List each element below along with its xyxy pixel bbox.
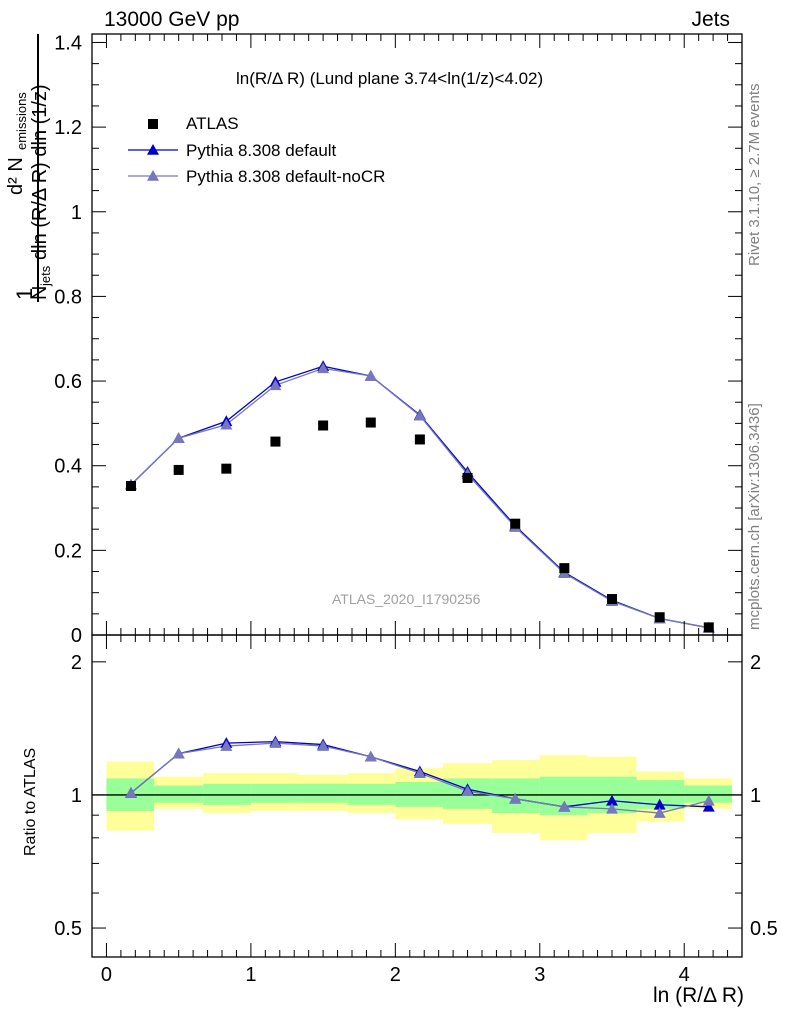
legend-markers bbox=[128, 119, 178, 181]
point-atlas bbox=[221, 463, 232, 474]
x-tick-label: 4 bbox=[679, 964, 690, 986]
point-pythia-nocr bbox=[269, 379, 282, 391]
x-axis-label: ln (R/Δ R) bbox=[652, 984, 744, 1007]
y-tick-label: 1.2 bbox=[54, 117, 82, 139]
ratio-point-pythia-nocr bbox=[125, 787, 137, 798]
point-atlas bbox=[365, 417, 376, 428]
main-plot-frame bbox=[91, 33, 743, 636]
uncertainty-band-inner bbox=[154, 785, 204, 803]
point-atlas bbox=[462, 472, 473, 483]
y-tick-label: 0.8 bbox=[54, 286, 82, 308]
ratio-point-pythia-default bbox=[653, 798, 666, 810]
point-atlas bbox=[126, 481, 136, 492]
x-tick-label: 3 bbox=[534, 964, 545, 986]
ratio-point-pythia-nocr bbox=[172, 747, 185, 759]
point-atlas bbox=[173, 464, 184, 475]
y-label-denominator-2: dln (R/Δ R) dln (1/z) bbox=[29, 84, 51, 260]
ratio-point-pythia-nocr bbox=[364, 750, 377, 762]
series-line-pythia-default bbox=[130, 365, 709, 629]
y-label-numerator-1: 1 bbox=[12, 288, 37, 300]
ratio-point-pythia-nocr bbox=[509, 792, 522, 804]
ratio-point-pythia-nocr bbox=[461, 785, 474, 796]
legend-label-pythia-default: Pythia 8.308 default bbox=[186, 141, 337, 160]
uncertainty-band-inner bbox=[684, 785, 732, 803]
uncertainty-band-inner bbox=[298, 783, 348, 803]
ratio-point-pythia-nocr bbox=[558, 800, 571, 812]
point-atlas bbox=[703, 622, 714, 633]
point-atlas bbox=[270, 436, 281, 447]
y-tick-label: 0.4 bbox=[54, 456, 82, 478]
ratio-y-tick-label-left: 0.5 bbox=[54, 918, 82, 940]
point-atlas bbox=[318, 420, 329, 431]
y-tick-label: 0.6 bbox=[54, 371, 82, 393]
y-label-numerator-2: d² N bbox=[5, 157, 27, 195]
ratio-point-pythia-nocr bbox=[269, 737, 282, 748]
uncertainty-band-inner bbox=[250, 783, 299, 803]
legend-label-pythia-nocr: Pythia 8.308 default-noCR bbox=[186, 167, 386, 186]
energy-label: 13000 GeV pp bbox=[104, 8, 240, 31]
main-y-axis-label: 1 N jets dln (R/Δ R) dln (1/z) d² N emis… bbox=[5, 34, 53, 302]
legend-label-atlas: ATLAS bbox=[186, 114, 239, 133]
uncertainty-band-inner bbox=[347, 783, 396, 805]
y-label-denominator-1: N bbox=[29, 286, 51, 300]
point-pythia-nocr bbox=[317, 362, 330, 374]
point-pythia-nocr bbox=[172, 432, 185, 443]
y-label-numerator-sub: emissions bbox=[14, 92, 29, 150]
ratio-y-tick-label-left: 2 bbox=[71, 652, 82, 674]
uncertainty-band-inner bbox=[203, 783, 251, 805]
y-tick-label: 0.2 bbox=[54, 540, 82, 562]
y-tick-label: 1.4 bbox=[54, 32, 82, 54]
point-pythia-nocr bbox=[364, 369, 377, 381]
point-atlas bbox=[510, 518, 521, 529]
ratio-point-pythia-nocr bbox=[317, 740, 330, 751]
point-atlas bbox=[414, 434, 425, 445]
ratio-point-pythia-nocr bbox=[606, 802, 618, 814]
main-plot: 0 0.2 0.4 0.6 0.8 1 1.2 1.4 bbox=[54, 32, 743, 647]
process-label: Jets bbox=[691, 8, 730, 31]
series-line-pythia-nocr bbox=[130, 367, 709, 629]
ratio-point-pythia-nocr bbox=[653, 807, 666, 818]
ratio-point-pythia-nocr bbox=[220, 740, 233, 751]
ratio-y-tick-label-right: 0.5 bbox=[750, 918, 778, 940]
plot-title: ln(R/Δ R) (Lund plane 3.74<ln(1/z)<4.02) bbox=[236, 69, 544, 88]
ratio-point-pythia-nocr bbox=[413, 767, 426, 778]
ratio-y-tick-label-right: 1 bbox=[750, 785, 761, 807]
x-tick-label: 0 bbox=[101, 964, 112, 986]
x-tick-label: 1 bbox=[245, 964, 256, 986]
x-tick-label: 2 bbox=[390, 964, 401, 986]
legend-marker-pythia-nocr bbox=[147, 170, 159, 181]
point-pythia-nocr bbox=[220, 418, 233, 430]
point-atlas bbox=[559, 563, 570, 574]
ratio-y-tick-label-right: 2 bbox=[750, 652, 761, 674]
ratio-plot-frame bbox=[91, 634, 743, 958]
point-atlas bbox=[607, 594, 617, 605]
point-pythia-nocr bbox=[413, 409, 426, 421]
analysis-id-watermark: ATLAS_2020_I1790256 bbox=[332, 591, 481, 607]
legend-marker-pythia-default bbox=[147, 144, 159, 155]
ratio-point-pythia-default bbox=[606, 794, 618, 806]
y-tick-label: 0 bbox=[71, 625, 82, 647]
legend-marker-atlas bbox=[148, 119, 158, 129]
ratio-point-pythia-default bbox=[702, 800, 715, 812]
point-atlas bbox=[654, 612, 665, 623]
ratio-point-pythia-nocr bbox=[702, 794, 715, 806]
ratio-plot: 0 1 2 3 4 0.5 0.5 1 1 2 2 bbox=[54, 34, 778, 986]
y-tick-label: 1 bbox=[71, 202, 82, 224]
ratio-y-tick-label-left: 1 bbox=[71, 785, 82, 807]
y-label-denominator-sub: jets bbox=[38, 265, 53, 287]
